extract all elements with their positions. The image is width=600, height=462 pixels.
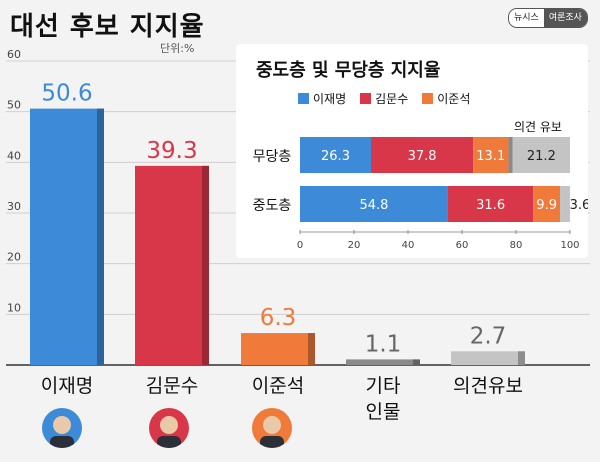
- x-tick-label: 20: [348, 240, 361, 251]
- y-tick-label: 10: [7, 301, 21, 314]
- bar-2-edge: [202, 165, 209, 365]
- segment: [371, 137, 474, 173]
- x-tick-label: 60: [456, 240, 469, 251]
- legend-item-kim: 김문수: [360, 90, 408, 107]
- y-tick-label: 50: [7, 99, 21, 112]
- bar-value-label: 39.3: [146, 138, 197, 164]
- row-label: 무당층: [253, 149, 292, 165]
- category-label: 기타: [366, 375, 401, 397]
- legend-swatch-ljs: [422, 93, 434, 104]
- segment: [447, 186, 534, 222]
- y-tick-label: 60: [7, 48, 21, 61]
- row-label: 중도층: [253, 198, 292, 214]
- avatar-kim: [149, 408, 189, 448]
- bar-5-edge: [518, 351, 525, 365]
- avatar-lee-icon: [50, 416, 74, 448]
- bar-value-label: 50.6: [41, 81, 92, 107]
- segment: [508, 137, 513, 173]
- segment: [512, 137, 570, 173]
- source-badge-outlet: 뉴시스: [509, 9, 544, 27]
- legend-swatch-kim: [360, 93, 372, 104]
- segment: [533, 186, 561, 222]
- bar-5: [451, 351, 525, 365]
- y-tick-label: 20: [7, 251, 21, 264]
- inset-legend: 이재명 김문수 이준석: [298, 90, 470, 107]
- x-tick-label: 40: [402, 240, 415, 251]
- avatar-ljs-icon: [260, 416, 284, 448]
- avatar-lee: [42, 408, 82, 448]
- category-label: 인물: [366, 401, 401, 423]
- segment: [300, 186, 448, 222]
- segment-value-label: 37.8: [408, 149, 437, 164]
- bar-1: [30, 108, 104, 366]
- bar-value-label: 2.7: [470, 323, 507, 349]
- category-label: 의견유보: [453, 375, 523, 397]
- undecided-annotation: 의견 유보: [514, 120, 562, 134]
- segment-value-label: 26.3: [321, 149, 350, 164]
- segment-value-label: 31.6: [476, 198, 505, 213]
- segment-value-label: 13.1: [476, 149, 505, 164]
- y-tick-label: 40: [7, 149, 21, 162]
- bar-4-edge: [413, 359, 420, 365]
- x-tick-label: 0: [297, 240, 303, 251]
- legend-swatch-lee: [298, 93, 309, 104]
- bar-2: [135, 165, 209, 365]
- inset-title: 중도층 및 무당층 지지율: [256, 60, 441, 81]
- legend-item-lee: 이재명: [298, 90, 346, 107]
- source-badge: 뉴시스 여론조사: [508, 8, 588, 28]
- avatar-kim-icon: [157, 416, 181, 448]
- bar-3-edge: [308, 333, 315, 365]
- category-label: 이재명: [41, 375, 93, 397]
- segment-value-label: 54.8: [360, 198, 389, 213]
- legend-label-kim: 김문수: [375, 92, 409, 106]
- bar-value-label: 6.3: [260, 305, 297, 331]
- bar-value-label: 1.1: [365, 331, 402, 357]
- x-tick-label: 100: [560, 240, 579, 251]
- category-label: 김문수: [146, 375, 198, 397]
- chart-title: 대선 후보 지지율: [10, 12, 205, 42]
- segment: [473, 137, 509, 173]
- legend-item-ljs: 이준석: [422, 90, 470, 107]
- unit-label: 단위:%: [160, 42, 195, 55]
- segment-value-label: 3.6: [570, 198, 588, 213]
- avatar-ljs: [252, 408, 292, 448]
- segment-value-label: 21.2: [527, 149, 556, 164]
- segment: [560, 186, 570, 222]
- legend-label-lee: 이재명: [313, 92, 347, 106]
- bar-3: [241, 333, 315, 365]
- y-tick-label: 30: [7, 200, 21, 213]
- category-label: 이준석: [252, 375, 304, 397]
- bar-4: [346, 359, 420, 365]
- segment: [300, 137, 372, 173]
- segment-value-label: 9.9: [536, 198, 557, 213]
- x-tick-label: 80: [510, 240, 523, 251]
- legend-label-ljs: 이준석: [437, 92, 471, 106]
- bar-1-edge: [97, 108, 104, 366]
- inset-panel: 0 20 40 60 80 100 무당층 26.3 37.8 13.1 21.2 중도층 54.8 31…: [236, 44, 588, 258]
- inset-stacked-bar-chart: 0 20 40 60 80 100 무당층 26.3 37.8 13.1 21.2 중도층 54.8 31…: [253, 137, 588, 251]
- source-badge-type: 여론조사: [543, 9, 587, 27]
